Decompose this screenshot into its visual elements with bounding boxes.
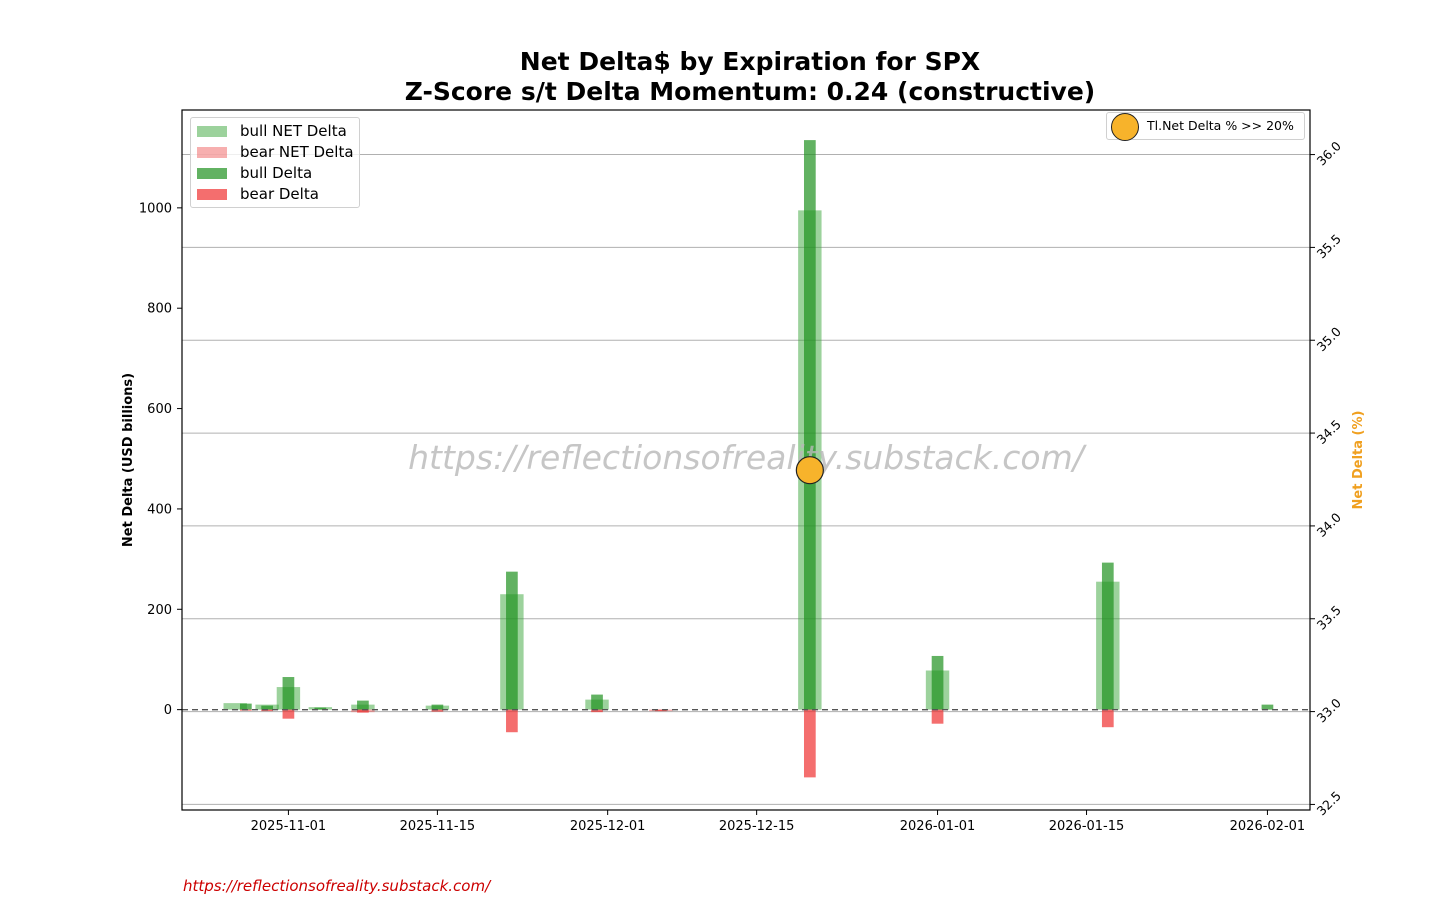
- y-tick-label: 0: [164, 703, 172, 718]
- chart-title-line-2: Z-Score s/t Delta Momentum: 0.24 (constr…: [404, 77, 1096, 106]
- legend: bull NET Delta bear NET Delta bull Delta…: [190, 117, 360, 208]
- chart-title-line-1: Net Delta$ by Expiration for SPX: [519, 47, 981, 76]
- bar-bull-delta: [591, 694, 603, 710]
- right-y-tick-label: 35.5: [1314, 231, 1344, 261]
- bar-bull-delta: [357, 700, 369, 710]
- legend-label: bull Delta: [240, 164, 313, 182]
- plot-frame: [181, 109, 1311, 811]
- bar-bull-delta: [239, 703, 252, 710]
- legend-label: bull NET Delta: [240, 122, 347, 140]
- bar-bull-delta: [282, 677, 295, 710]
- legend-label: bear Delta: [240, 185, 319, 203]
- x-tick-label: 2025-11-15: [400, 819, 476, 834]
- bar-bear-delta: [931, 709, 944, 724]
- bar-bull-delta: [431, 704, 444, 710]
- bar-bull-delta: [1101, 562, 1114, 710]
- legend-swatch: [197, 146, 227, 158]
- left-axis-label: Net Delta (USD billions): [121, 373, 136, 547]
- legend-item-bull-net-delta: bull NET Delta: [197, 122, 347, 140]
- bar-bull-delta: [314, 707, 327, 710]
- right-y-tick-label: 33.5: [1314, 602, 1344, 632]
- right-y-tick-label: 33.0: [1314, 695, 1344, 725]
- right-y-tick-label: 32.5: [1314, 788, 1344, 818]
- x-tick-label: 2025-11-01: [251, 819, 327, 834]
- y-tick-label: 800: [147, 302, 172, 317]
- right-y-tick-label: 36.0: [1314, 138, 1344, 168]
- legend-label: bear NET Delta: [240, 143, 354, 161]
- right-y-tick-label: 34.5: [1314, 417, 1344, 447]
- bar-bull-delta: [1261, 704, 1274, 710]
- bar-bear-delta: [803, 709, 816, 778]
- legend-swatch: [197, 167, 227, 179]
- watermark-text: https://reflectionsofreality.substack.co…: [408, 438, 1088, 477]
- y-tick-label: 200: [147, 603, 172, 618]
- footer-url: https://reflectionsofreality.substack.co…: [183, 877, 491, 895]
- x-tick-label: 2026-01-01: [900, 819, 976, 834]
- x-tick-label: 2025-12-15: [719, 819, 795, 834]
- legend-item-bear-delta: bear Delta: [197, 185, 319, 203]
- bar-bear-delta: [506, 709, 518, 733]
- legend-marker-circle: [1111, 113, 1139, 141]
- legend-swatch: [197, 188, 227, 200]
- x-tick-label: 2026-01-15: [1049, 819, 1125, 834]
- legend-item-bear-net-delta: bear NET Delta: [197, 143, 354, 161]
- x-tick-label: 2026-02-01: [1230, 819, 1306, 834]
- legend-label: Tl.Net Delta % >> 20%: [1147, 118, 1294, 133]
- right-y-tick-label: 34.0: [1314, 510, 1344, 540]
- bar-bear-delta: [261, 709, 273, 712]
- bar-bear-delta: [655, 709, 667, 712]
- net-delta-pct-marker: [795, 456, 824, 485]
- legend-item-bull-delta: bull Delta: [197, 164, 312, 182]
- y-tick-label: 400: [147, 502, 172, 517]
- bar-bear-delta: [591, 709, 603, 713]
- bar-bull-delta: [931, 655, 944, 710]
- right-axis-label: Net Delta (%): [1351, 411, 1366, 510]
- bar-bull-delta: [803, 140, 816, 710]
- bar-bear-delta: [431, 709, 444, 712]
- x-tick-label: 2025-12-01: [570, 819, 646, 834]
- bar-bear-delta: [357, 709, 369, 713]
- right-y-tick-label: 35.0: [1314, 324, 1344, 354]
- bar-bull-delta: [261, 705, 273, 710]
- y-tick-label: 600: [147, 402, 172, 417]
- net-delta-pct-legend: Tl.Net Delta % >> 20%: [1106, 112, 1305, 141]
- legend-swatch: [197, 125, 227, 137]
- bar-bull-delta: [506, 571, 518, 710]
- bar-bull-net-delta: [223, 703, 247, 710]
- bar-bear-delta: [282, 709, 295, 719]
- y-tick-label: 1000: [139, 201, 172, 216]
- bar-bear-delta: [1101, 709, 1114, 728]
